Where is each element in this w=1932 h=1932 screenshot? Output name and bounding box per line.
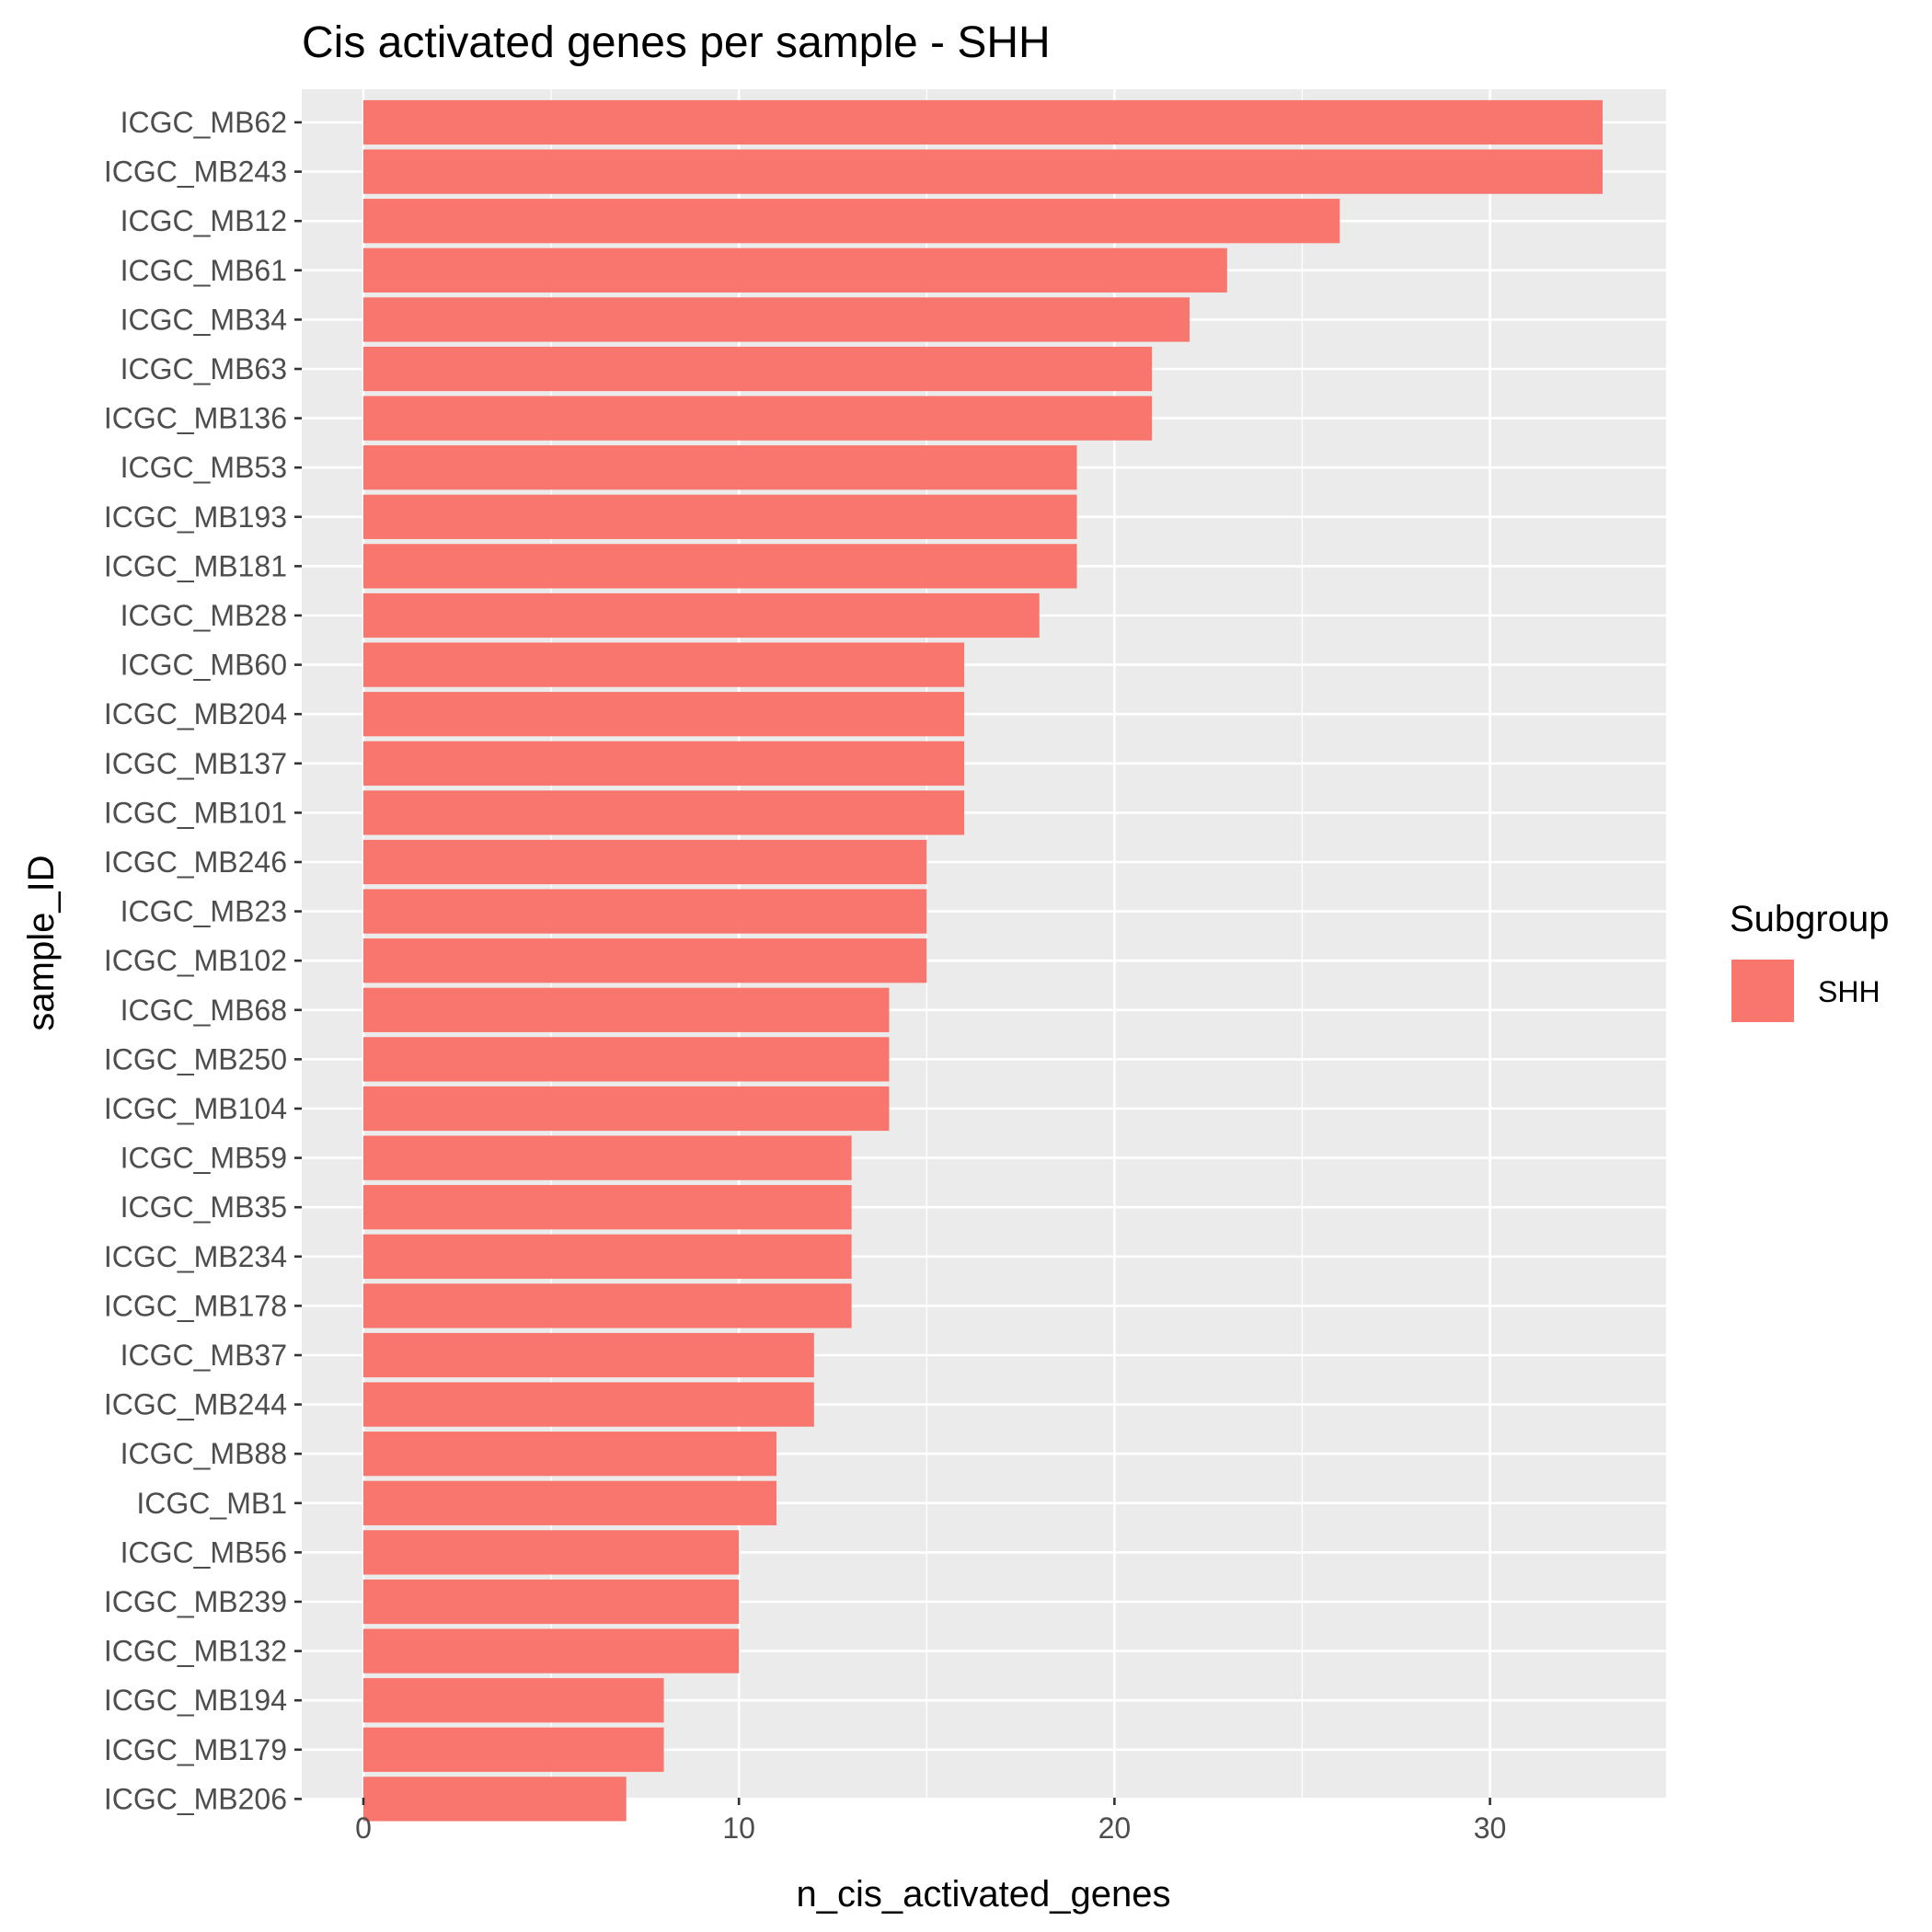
y-tick-label: ICGC_MB193: [104, 500, 287, 534]
x-tick-label: 0: [355, 1811, 372, 1845]
bar: [363, 1480, 776, 1525]
y-tick-label: ICGC_MB37: [121, 1339, 287, 1372]
y-tick-label: ICGC_MB137: [104, 747, 287, 780]
bar: [363, 1185, 852, 1230]
bar: [363, 1777, 627, 1822]
bar: [363, 1234, 852, 1279]
y-tick-label: ICGC_MB61: [121, 254, 287, 287]
y-tick-label: ICGC_MB12: [121, 204, 287, 237]
bar: [363, 544, 1077, 589]
y-tick-label: ICGC_MB132: [104, 1635, 287, 1668]
x-axis: 0 10 20 30: [355, 1798, 1506, 1845]
y-tick-label: ICGC_MB244: [104, 1388, 287, 1421]
x-tick-label: 30: [1474, 1811, 1507, 1845]
y-tick-label: ICGC_MB59: [121, 1142, 287, 1175]
y-tick-label: ICGC_MB35: [121, 1190, 287, 1224]
bar: [363, 1628, 740, 1673]
bar: [363, 1332, 814, 1378]
bar: [363, 199, 1340, 244]
y-axis: ICGC_MB62 ICGC_MB243 ICGC_MB12 ICGC_MB61 ICG…: [104, 106, 302, 1815]
legend: Subgroup SHH: [1730, 899, 1889, 1022]
bar: [363, 592, 1040, 638]
bar: [363, 1086, 890, 1132]
bar: [363, 741, 965, 786]
y-tick-label: ICGC_MB102: [104, 944, 287, 977]
y-axis-title: sample_ID: [21, 855, 62, 1030]
y-tick-label: ICGC_MB62: [121, 106, 287, 139]
bar: [363, 297, 1190, 342]
bar: [363, 247, 1227, 293]
y-tick-label: ICGC_MB68: [121, 994, 287, 1027]
y-tick-label: ICGC_MB250: [104, 1042, 287, 1075]
y-tick-label: ICGC_MB53: [121, 451, 287, 484]
bar: [363, 642, 965, 687]
y-tick-label: ICGC_MB194: [104, 1684, 287, 1717]
y-tick-label: ICGC_MB179: [104, 1733, 287, 1766]
bar: [363, 1283, 852, 1328]
bar: [363, 1678, 664, 1723]
y-tick-label: ICGC_MB181: [104, 549, 287, 582]
bar: [363, 1530, 740, 1575]
bar: [363, 396, 1153, 441]
y-tick-label: ICGC_MB60: [121, 649, 287, 682]
y-tick-label: ICGC_MB28: [121, 599, 287, 632]
x-axis-title: n_cis_activated_genes: [797, 1874, 1171, 1915]
y-tick-label: ICGC_MB63: [121, 352, 287, 385]
y-tick-label: ICGC_MB104: [104, 1092, 287, 1125]
y-tick-label: ICGC_MB56: [121, 1535, 287, 1569]
bar: [363, 790, 965, 835]
y-tick-label: ICGC_MB178: [104, 1289, 287, 1322]
y-tick-label: ICGC_MB88: [121, 1437, 287, 1470]
bar: [363, 346, 1153, 392]
bar: [363, 494, 1077, 539]
bar: [363, 445, 1077, 490]
legend-label-shh: SHH: [1818, 975, 1880, 1008]
bar: [363, 149, 1603, 194]
bar: [363, 987, 890, 1032]
bar: [363, 692, 965, 737]
bar: [363, 839, 927, 885]
x-tick-label: 20: [1098, 1811, 1132, 1845]
bar: [363, 889, 927, 934]
bar: [363, 1727, 664, 1772]
bar: [363, 1037, 890, 1082]
y-tick-label: ICGC_MB239: [104, 1585, 287, 1618]
y-tick-label: ICGC_MB101: [104, 796, 287, 829]
bar: [363, 938, 927, 983]
bar: [363, 99, 1603, 145]
y-tick-label: ICGC_MB243: [104, 155, 287, 189]
y-tick-label: ICGC_MB136: [104, 402, 287, 435]
y-tick-label: ICGC_MB1: [136, 1487, 287, 1520]
chart-title: Cis activated genes per sample - SHH: [302, 18, 1051, 67]
y-tick-label: ICGC_MB234: [104, 1240, 287, 1273]
bar: [363, 1135, 852, 1180]
y-tick-label: ICGC_MB34: [121, 303, 287, 336]
x-tick-label: 10: [722, 1811, 755, 1845]
y-tick-label: ICGC_MB246: [104, 845, 287, 879]
y-tick-label: ICGC_MB204: [104, 697, 287, 730]
y-tick-label: ICGC_MB23: [121, 895, 287, 928]
y-tick-label: ICGC_MB206: [104, 1782, 287, 1815]
legend-title: Subgroup: [1730, 899, 1889, 939]
bars: [363, 99, 1603, 1822]
legend-key-shh: [1731, 960, 1794, 1022]
bar: [363, 1432, 776, 1477]
bar: [363, 1579, 740, 1625]
bar: [363, 1382, 814, 1427]
